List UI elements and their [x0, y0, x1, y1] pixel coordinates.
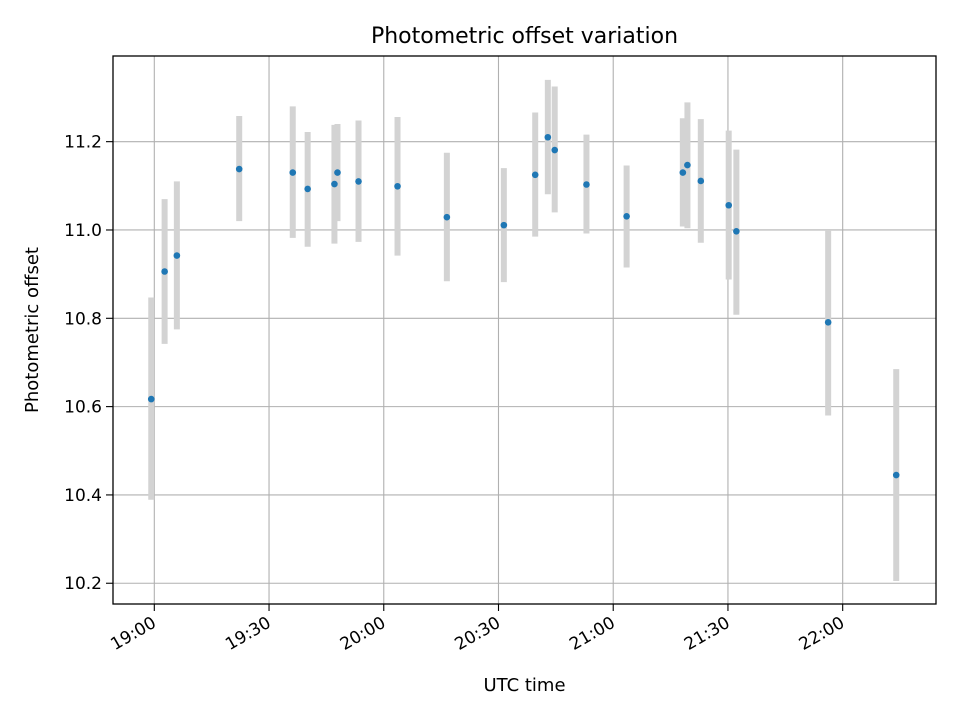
- data-point: [551, 146, 559, 154]
- data-point: [623, 212, 630, 220]
- data-point: [725, 201, 733, 209]
- data-point: [394, 182, 401, 190]
- chart-title: Photometric offset variation: [371, 24, 678, 49]
- data-point: [443, 213, 451, 221]
- data-point: [679, 169, 687, 176]
- y-tick-label: 11.0: [64, 221, 102, 241]
- data-point: [544, 133, 552, 141]
- data-points: [147, 133, 900, 479]
- y-tick-label: 10.8: [64, 309, 102, 329]
- y-axis-ticks: 10.2 10.4 10.6 10.8 11.0 11.2: [64, 133, 113, 594]
- data-point: [331, 180, 338, 188]
- data-point: [355, 178, 362, 185]
- data-point: [824, 318, 832, 326]
- y-tick-label: 11.2: [64, 133, 102, 153]
- data-point: [161, 268, 168, 275]
- y-tick-label: 10.6: [64, 398, 102, 418]
- data-point: [173, 252, 181, 259]
- data-point: [289, 169, 297, 176]
- data-point: [531, 171, 539, 179]
- data-point: [697, 177, 705, 185]
- x-axis-label: UTC time: [483, 675, 565, 696]
- data-point: [583, 181, 590, 188]
- plot-frame: [112, 55, 937, 605]
- data-point: [147, 395, 155, 403]
- data-point: [235, 165, 243, 173]
- data-point: [500, 221, 508, 229]
- data-point: [892, 471, 900, 479]
- y-tick-label: 10.2: [64, 574, 102, 594]
- y-axis-label: Photometric offset: [22, 247, 43, 413]
- data-point: [334, 169, 341, 176]
- y-tick-label: 10.4: [64, 486, 102, 506]
- data-point: [684, 161, 691, 169]
- data-point: [304, 185, 311, 193]
- data-point: [733, 228, 740, 235]
